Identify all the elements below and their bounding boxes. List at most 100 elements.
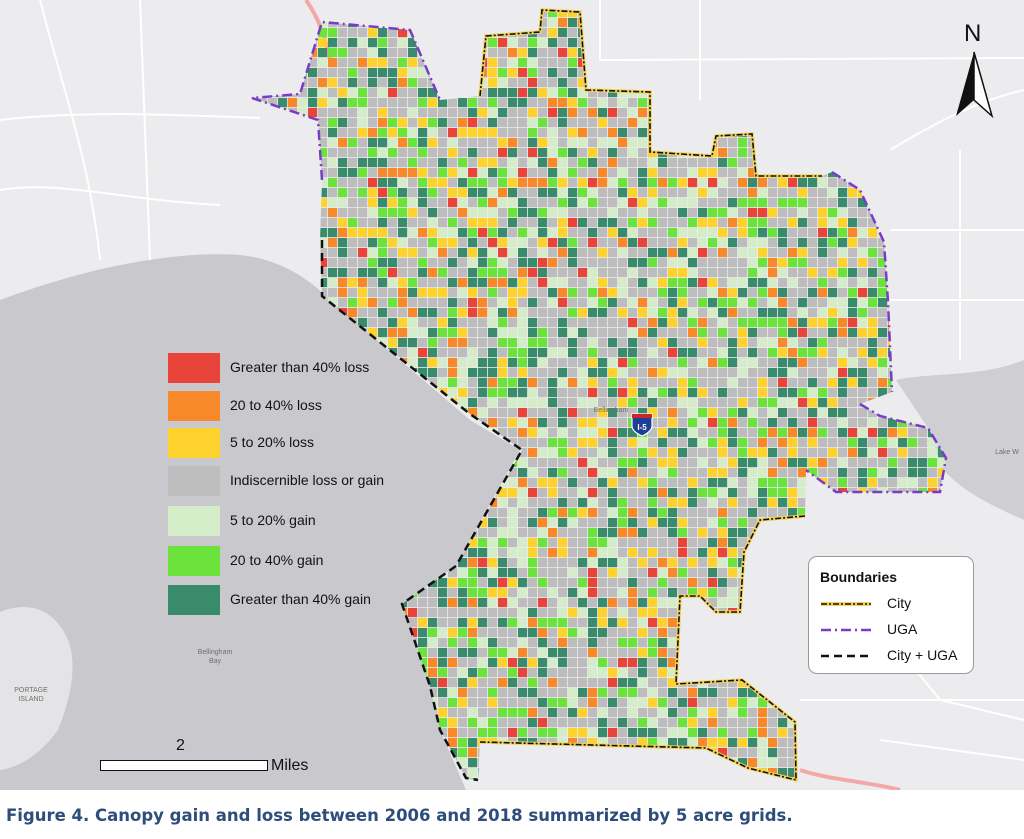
grid-cell [588, 368, 598, 378]
grid-cell [678, 188, 688, 198]
grid-cell [878, 278, 888, 288]
grid-cell [708, 478, 718, 488]
grid-cell [608, 658, 618, 668]
grid-cell [568, 368, 578, 378]
grid-cell [368, 38, 378, 48]
grid-cell [868, 298, 878, 308]
grid-cell [498, 98, 508, 108]
grid-cell [538, 58, 548, 68]
grid-cell [498, 68, 508, 78]
grid-cell [478, 198, 488, 208]
grid-cell [668, 528, 678, 538]
grid-cell [738, 538, 748, 548]
grid-cell [568, 228, 578, 238]
grid-cell [558, 58, 568, 68]
grid-cell [588, 198, 598, 208]
grid-cell [448, 308, 458, 318]
grid-cell [758, 398, 768, 408]
grid-cell [488, 108, 498, 118]
grid-cell [488, 538, 498, 548]
grid-cell [708, 588, 718, 598]
grid-cell [848, 418, 858, 428]
grid-cell [478, 408, 488, 418]
map-frame[interactable]: I-5 [0, 0, 1024, 790]
grid-cell [428, 178, 438, 188]
canopy-change-map[interactable]: I-5 [0, 0, 1024, 790]
grid-cell [668, 458, 678, 468]
grid-cell [408, 598, 418, 608]
grid-cell [368, 168, 378, 178]
grid-cell [668, 478, 678, 488]
grid-cell [548, 88, 558, 98]
grid-cell [788, 268, 798, 278]
grid-cell [598, 378, 608, 388]
grid-cell [738, 258, 748, 268]
grid-cell [578, 588, 588, 598]
grid-cell [418, 158, 428, 168]
grid-cell [588, 248, 598, 258]
grid-cell [628, 518, 638, 528]
grid-cell [778, 218, 788, 228]
grid-cell [478, 138, 488, 148]
grid-cell [578, 318, 588, 328]
grid-cell [668, 158, 678, 168]
grid-cell [688, 348, 698, 358]
grid-cell [788, 318, 798, 328]
grid-cell [608, 158, 618, 168]
grid-cell [538, 368, 548, 378]
grid-cell [488, 548, 498, 558]
grid-cell [608, 498, 618, 508]
grid-cell [878, 238, 888, 248]
grid-cell [508, 668, 518, 678]
grid-cell [468, 118, 478, 128]
grid-cell [478, 158, 488, 168]
grid-cell [478, 188, 488, 198]
grid-cell [608, 218, 618, 228]
grid-cell [638, 328, 648, 338]
grid-cell [458, 268, 468, 278]
grid-cell [348, 138, 358, 148]
grid-cell [568, 198, 578, 208]
grid-cell [638, 358, 648, 368]
grid-cell [528, 318, 538, 328]
grid-cell [678, 548, 688, 558]
grid-cell [348, 158, 358, 168]
grid-cell [568, 678, 578, 688]
grid-cell [318, 208, 328, 218]
grid-cell [738, 148, 748, 158]
grid-cell [588, 328, 598, 338]
grid-cell [578, 88, 588, 98]
grid-cell [538, 528, 548, 538]
grid-cell [398, 228, 408, 238]
grid-cell [828, 228, 838, 238]
grid-cell [798, 488, 808, 498]
grid-cell [738, 508, 748, 518]
grid-cell [828, 278, 838, 288]
grid-cell [508, 398, 518, 408]
grid-cell [538, 298, 548, 308]
grid-cell [598, 258, 608, 268]
grid-cell [648, 218, 658, 228]
grid-cell [638, 408, 648, 418]
grid-cell [658, 158, 668, 168]
grid-cell [468, 228, 478, 238]
grid-cell [578, 548, 588, 558]
grid-cell [488, 238, 498, 248]
grid-cell [558, 338, 568, 348]
grid-cell [418, 228, 428, 238]
grid-cell [738, 398, 748, 408]
grid-cell [508, 598, 518, 608]
grid-cell [328, 38, 338, 48]
grid-cell [558, 198, 568, 208]
grid-cell [648, 278, 658, 288]
grid-cell [828, 388, 838, 398]
grid-cell [558, 488, 568, 498]
grid-cell [438, 668, 448, 678]
grid-cell [598, 608, 608, 618]
grid-cell [328, 108, 338, 118]
grid-cell [558, 298, 568, 308]
grid-cell [518, 288, 528, 298]
grid-cell [418, 168, 428, 178]
grid-cell [688, 488, 698, 498]
grid-cell [368, 298, 378, 308]
